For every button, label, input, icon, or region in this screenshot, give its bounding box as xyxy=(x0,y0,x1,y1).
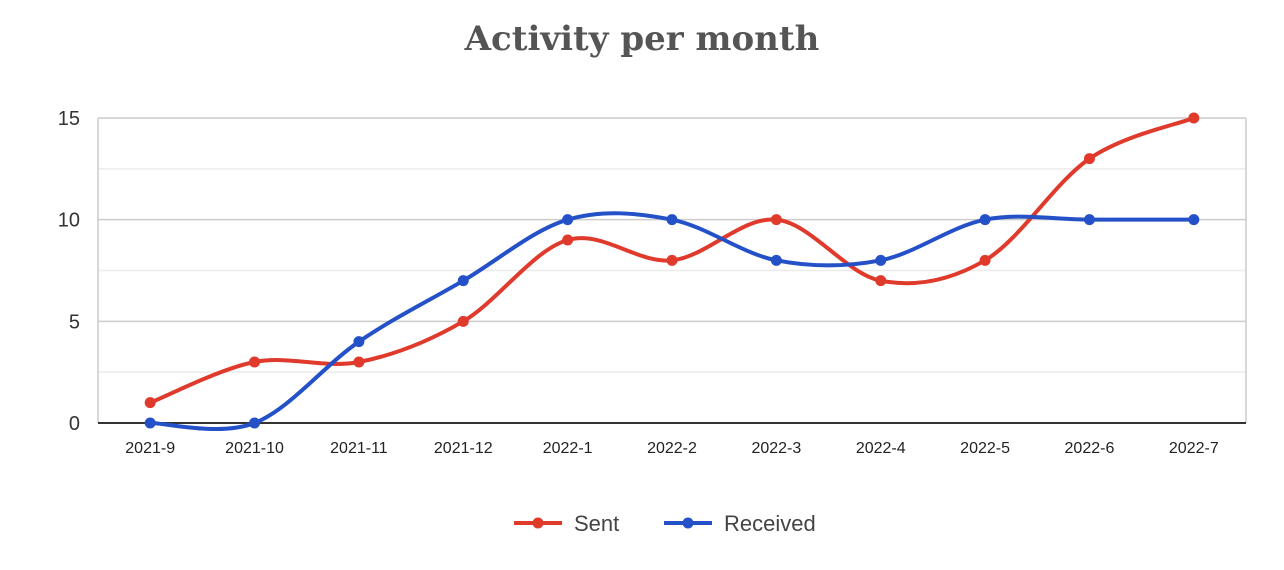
data-point-received xyxy=(562,214,574,226)
data-point-sent xyxy=(770,214,782,226)
data-point-received xyxy=(979,214,991,226)
legend-label: Received xyxy=(724,511,816,536)
legend-item-received: Received xyxy=(664,511,816,536)
x-tick-label: 2021-9 xyxy=(125,440,175,457)
data-point-sent xyxy=(875,275,887,287)
x-tick-label: 2022-2 xyxy=(647,440,697,457)
data-point-sent xyxy=(144,397,156,409)
data-point-sent xyxy=(562,234,574,246)
legend-item-sent: Sent xyxy=(514,511,619,536)
x-tick-label: 2021-12 xyxy=(434,440,493,457)
chart-title: Activity per month xyxy=(464,19,820,59)
series-lines xyxy=(144,112,1200,431)
legend-label: Sent xyxy=(574,511,619,536)
data-point-sent xyxy=(457,315,469,327)
x-tick-label: 2021-10 xyxy=(225,440,284,457)
data-point-received xyxy=(1083,214,1095,226)
data-point-sent xyxy=(666,254,678,266)
gridlines xyxy=(97,117,1247,423)
data-point-received xyxy=(353,336,365,348)
data-point-received xyxy=(457,275,469,287)
data-point-received xyxy=(144,417,156,429)
data-point-received xyxy=(1188,214,1200,226)
legend: Sent Received xyxy=(514,511,816,536)
x-tick-label: 2022-1 xyxy=(543,440,593,457)
y-tick-label: 5 xyxy=(69,311,80,333)
y-tick-label: 15 xyxy=(58,108,80,130)
x-tick-label: 2022-5 xyxy=(960,440,1010,457)
x-tick-label: 2022-7 xyxy=(1169,440,1219,457)
axes: 0 5 10 15 2021-9 2021-10 2021-11 2021-12 2022-1 2… xyxy=(58,108,1246,457)
y-tick-label: 10 xyxy=(58,210,80,232)
data-point-received xyxy=(666,214,678,226)
data-point-sent xyxy=(979,254,991,266)
x-tick-label: 2022-6 xyxy=(1065,440,1115,457)
x-tick-label: 2022-3 xyxy=(751,440,801,457)
data-point-received xyxy=(770,254,782,266)
y-tick-label: 0 xyxy=(69,413,80,435)
data-point-sent xyxy=(1083,153,1095,165)
legend-swatch-dot xyxy=(682,517,694,529)
data-point-sent xyxy=(1188,112,1200,124)
x-tick-label: 2022-4 xyxy=(856,440,906,457)
data-point-received xyxy=(249,417,261,429)
legend-swatch-dot xyxy=(532,517,544,529)
data-point-sent xyxy=(353,356,365,368)
x-tick-label: 2021-11 xyxy=(330,440,388,457)
data-point-received xyxy=(875,254,887,266)
data-point-sent xyxy=(249,356,261,368)
